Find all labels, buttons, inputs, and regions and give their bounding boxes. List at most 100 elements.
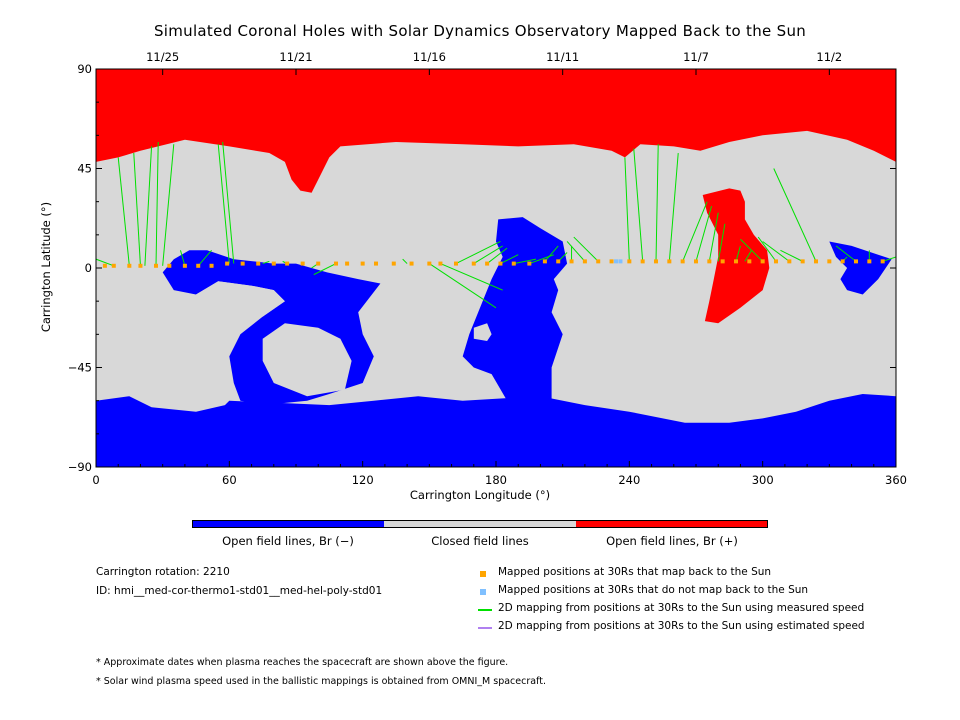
mapped-point-18 (360, 261, 365, 266)
mapping-line-measured-16 (440, 263, 503, 291)
colorbar-open-positive (575, 521, 767, 527)
mapped-point-32 (569, 259, 574, 264)
mapping-line-measured-30 (655, 144, 659, 262)
mapping-line-measured-37 (744, 250, 752, 262)
mapping-line-measured-33 (695, 205, 713, 262)
closed-island-2 (473, 323, 492, 341)
mapped-point-6 (182, 263, 187, 268)
x-tick-label-4: 240 (618, 473, 640, 487)
mapped-point-53 (854, 259, 858, 264)
mapping-line-measured-44 (835, 245, 857, 262)
mapped-point-43 (720, 259, 725, 264)
colorbar-closed (384, 521, 576, 527)
mapping-line-measured-2 (133, 152, 141, 266)
top-date-label-4: 11/7 (683, 50, 709, 64)
legend-label-measured: 2D mapping from positions at 30Rs to the… (498, 602, 865, 614)
mapped-point-50 (814, 259, 818, 264)
mapping-line-measured-5 (162, 144, 175, 266)
model-id: ID: hmi__med-cor-thermo1-std01__med-hel-… (96, 585, 383, 597)
legend-label-not-mapped: Mapped positions at 30Rs that do not map… (498, 584, 809, 596)
mapped-point-24 (454, 261, 458, 266)
legend-swatch-measured (478, 609, 492, 611)
unmapped-point-1 (618, 259, 623, 264)
mapping-line-measured-20 (500, 254, 519, 265)
mapping-line-measured-23 (544, 245, 559, 262)
mapping-line-measured-21 (513, 258, 537, 265)
mapped-point-36 (627, 259, 632, 264)
legend-swatch-not-mapped (480, 589, 486, 595)
x-tick-label-5: 300 (752, 473, 774, 487)
mapped-point-29 (527, 261, 532, 266)
legend-label-mapped: Mapped positions at 30Rs that map back t… (498, 566, 772, 578)
mapped-point-45 (747, 259, 752, 264)
plot-clipped-group (96, 69, 896, 467)
mapped-point-27 (498, 261, 503, 266)
mapping-line-measured-39 (757, 236, 777, 262)
legend-item-measured: 2D mapping from positions at 30Rs to the… (478, 602, 898, 620)
x-tick-label-3: 180 (485, 473, 507, 487)
top-date-label-2: 11/16 (413, 50, 446, 64)
mapped-point-13 (285, 261, 290, 266)
mapping-line-measured-0 (96, 258, 114, 267)
x-tick-label-0: 0 (92, 473, 99, 487)
legend-swatch-estimated (478, 627, 492, 629)
top-date-label-5: 11/2 (816, 50, 842, 64)
mapped-point-54 (867, 259, 872, 264)
mapped-point-33 (582, 259, 587, 264)
mapped-point-30 (542, 259, 547, 264)
mapped-point-35 (609, 259, 614, 264)
mapping-line-measured-32 (682, 201, 708, 262)
mapping-line-measured-1 (117, 157, 130, 266)
mapping-line-measured-6 (179, 250, 186, 266)
carrington-rotation: Carrington rotation: 2210 (96, 566, 230, 578)
mapped-point-44 (734, 259, 738, 264)
y-tick-label-4: −90 (68, 460, 92, 474)
mapped-point-46 (760, 259, 765, 264)
mapped-point-41 (694, 259, 698, 264)
mapped-point-14 (300, 261, 305, 266)
mapped-point-38 (654, 259, 658, 264)
mapped-point-19 (374, 261, 378, 266)
mapped-point-48 (787, 259, 792, 264)
mapped-point-23 (438, 261, 443, 266)
mapped-point-7 (196, 263, 201, 268)
coronal-hole-north-positive-hole (96, 69, 896, 193)
mapped-point-42 (707, 259, 712, 264)
mapped-point-20 (391, 261, 396, 266)
coronal-hole-east-negative-hole (829, 241, 892, 295)
mapped-point-12 (271, 261, 276, 266)
y-tick-label-3: −45 (68, 361, 92, 375)
mapped-point-40 (680, 259, 685, 264)
mapped-point-10 (240, 261, 245, 266)
mapping-line-measured-40 (762, 241, 790, 262)
mapped-point-31 (556, 259, 561, 264)
colorbar-label-open-positive: Open field lines, Br (+) (606, 534, 738, 548)
x-tick-label-6: 360 (885, 473, 907, 487)
mapped-point-28 (511, 261, 516, 266)
mapping-line-measured-17 (455, 241, 501, 265)
mapped-point-2 (127, 263, 132, 268)
mapping-line-measured-7 (197, 249, 212, 267)
x-tick-label-2: 120 (352, 473, 374, 487)
legend-item-mapped: Mapped positions at 30Rs that map back t… (478, 566, 898, 584)
mapping-line-measured-46 (882, 256, 896, 262)
mapping-line-measured-18 (473, 245, 503, 265)
y-axis-label: Carrington Latitude (°) (39, 201, 53, 333)
mapping-line-measured-27 (573, 236, 599, 262)
top-date-label-1: 11/21 (279, 50, 312, 64)
mapped-point-37 (640, 259, 645, 264)
mapping-line-measured-36 (735, 245, 741, 262)
mapping-line-measured-14 (402, 258, 408, 264)
legend-label-estimated: 2D mapping from positions at 30Rs to the… (498, 620, 865, 632)
legend-item-estimated: 2D mapping from positions at 30Rs to the… (478, 620, 898, 638)
unmapped-point-0 (614, 259, 618, 264)
x-axis-label: Carrington Longitude (°) (409, 488, 551, 502)
mapped-point-9 (225, 261, 230, 266)
closed-island-0 (193, 281, 285, 326)
x-tick-label-1: 60 (222, 473, 237, 487)
legend-swatch-mapped (480, 571, 486, 577)
mapping-line-measured-41 (780, 249, 803, 262)
mapped-point-34 (596, 259, 601, 264)
mapped-point-51 (827, 259, 832, 264)
